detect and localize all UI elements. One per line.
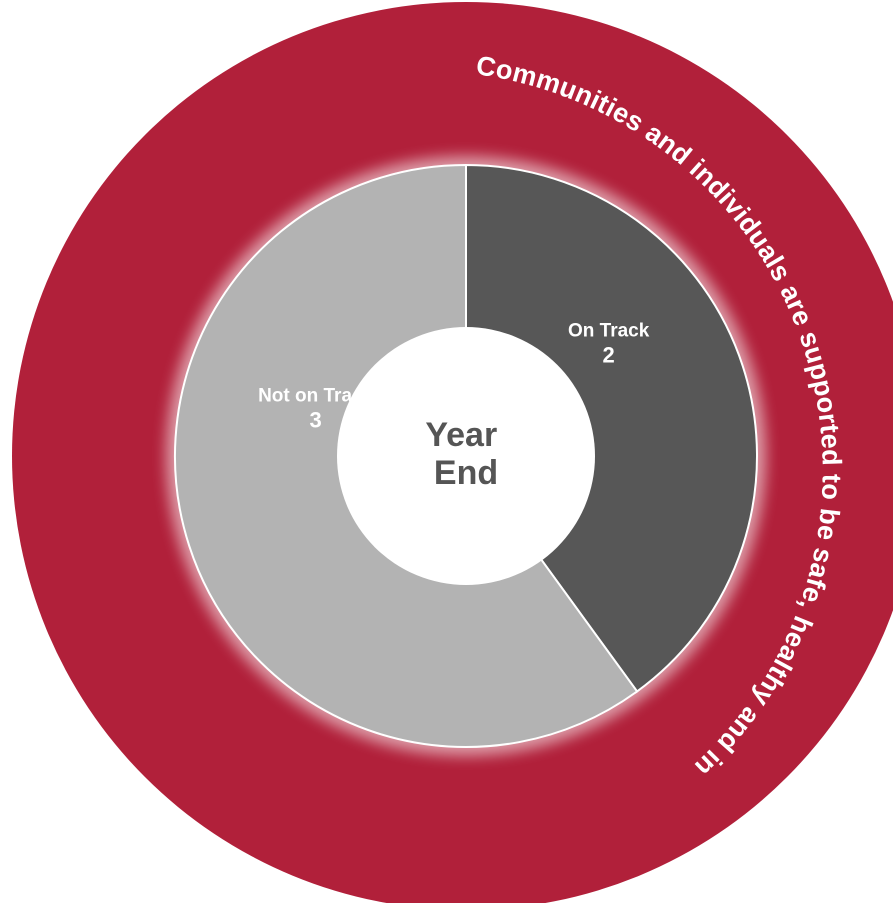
center-label: Year End bbox=[425, 416, 506, 492]
slice-value-on-track: 2 bbox=[603, 342, 615, 367]
slice-label-on-track: On Track bbox=[568, 320, 650, 341]
slice-on-track bbox=[465, 163, 758, 693]
slice-label-not-on-track: Not on Track bbox=[258, 385, 374, 406]
center-hole bbox=[337, 327, 595, 585]
center-label-line-2: End bbox=[434, 454, 498, 492]
slice-value-not-on-track: 3 bbox=[309, 407, 321, 432]
center-label-line-1: Year bbox=[425, 416, 497, 454]
